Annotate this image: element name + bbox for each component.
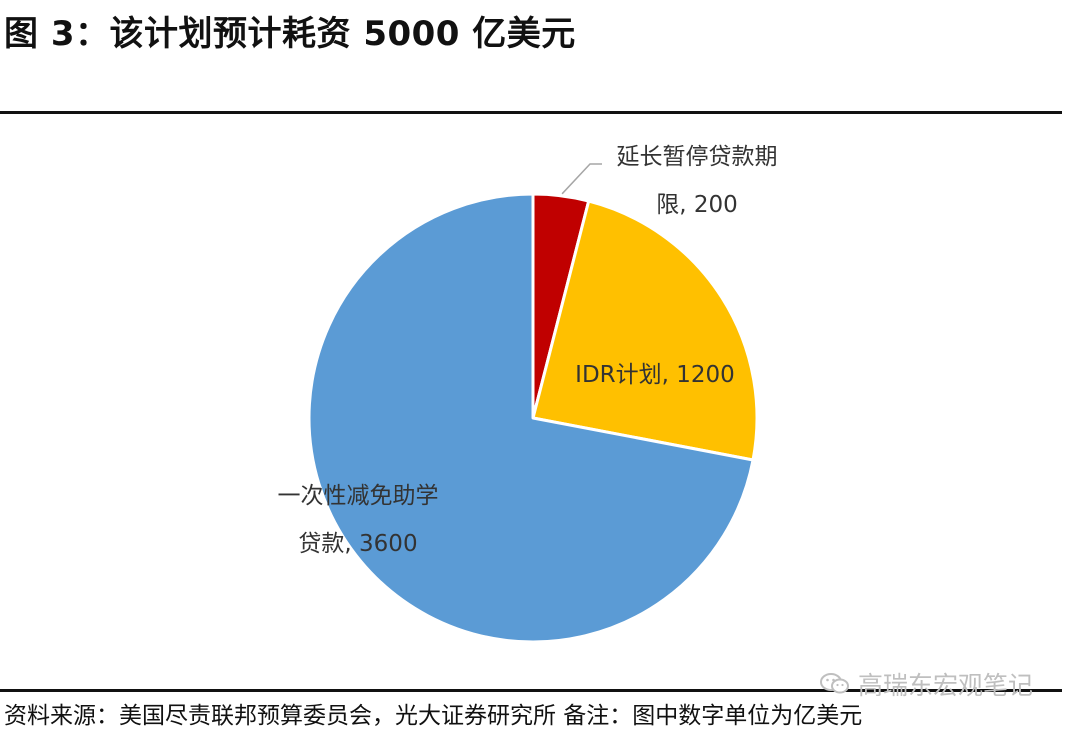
slice-loan-pause-extension-label-line: 延长暂停贷款期	[617, 144, 778, 170]
slice-idr-plan-label: IDR计划, 1200	[575, 362, 735, 388]
slice-one-time-forgiveness-label-line: 贷款, 3600	[298, 531, 417, 557]
watermark: 高瑞东宏观笔记	[820, 666, 1033, 702]
figure-title: 图 3：该计划预计耗资 5000 亿美元	[4, 14, 576, 54]
wechat-icon	[820, 673, 849, 694]
slice-idr-plan-label-line: IDR计划, 1200	[575, 362, 735, 388]
slice-one-time-forgiveness	[307, 192, 755, 644]
source-note: 资料来源：美国尽责联邦预算委员会，光大证券研究所 备注：图中数字单位为亿美元	[4, 703, 863, 729]
slice-one-time-forgiveness-label-line: 一次性减免助学	[278, 483, 439, 509]
slice-one-time-forgiveness-label: 一次性减免助学贷款, 3600	[278, 483, 439, 557]
slice-idr-plan	[531, 199, 759, 462]
slice-loan-pause-extension-label: 延长暂停贷款期限, 200	[617, 144, 778, 218]
watermark-text: 高瑞东宏观笔记	[858, 671, 1034, 700]
pie-slices	[307, 192, 759, 644]
pie-labels: 延长暂停贷款期限, 200 IDR计划, 1200 一次性减免助学贷款, 3600	[278, 144, 778, 557]
pie-chart: 延长暂停贷款期限, 200 IDR计划, 1200 一次性减免助学贷款, 3600	[278, 144, 778, 644]
leader-line	[561, 163, 602, 195]
bottom-rule	[0, 689, 1062, 692]
top-rule	[0, 111, 1062, 114]
slice-loan-pause-extension-label-line: 限, 200	[656, 192, 738, 218]
